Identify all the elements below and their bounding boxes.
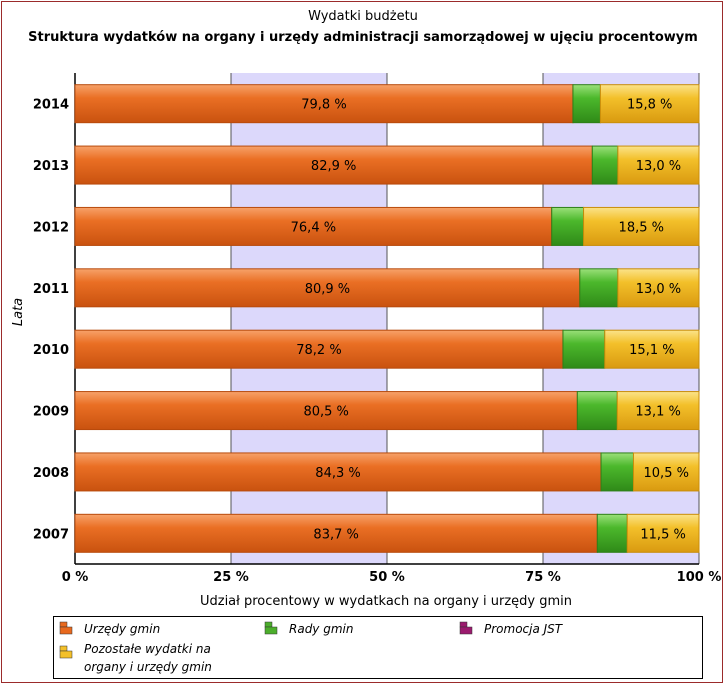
- x-tick-label: 50 %: [369, 570, 405, 585]
- legend-label: Urzędy gmin: [84, 622, 161, 636]
- legend-label: Rady gmin: [289, 622, 354, 636]
- bar-segment: [617, 145, 700, 185]
- legend-swatch: [264, 621, 273, 628]
- stack-icon: [59, 645, 73, 659]
- legend-swatch: [59, 626, 73, 635]
- bar-segment: [572, 84, 601, 124]
- data-label: 13,0 %: [636, 282, 681, 297]
- legend-label: Promocja JST: [484, 622, 563, 636]
- bar-segment: [617, 268, 700, 308]
- bar-segment: [579, 268, 619, 308]
- x-tick-label: 0 %: [62, 570, 89, 585]
- bar-segment: [600, 452, 634, 492]
- chart-title: Wydatki budżetu: [308, 9, 418, 24]
- data-label: 15,1 %: [629, 343, 674, 358]
- bar-segment: [583, 206, 700, 246]
- y-tick-label: 2013: [33, 159, 69, 174]
- y-tick-label: 2011: [33, 282, 69, 297]
- legend-item-pozostale: Pozostałe wydatki na organy i urzędy gmi…: [84, 640, 212, 676]
- legend-swatch: [264, 626, 278, 635]
- data-label: 83,7 %: [313, 527, 358, 542]
- data-label: 80,9 %: [305, 282, 350, 297]
- data-label: 82,9 %: [311, 159, 356, 174]
- x-axis-label: Udział procentowy w wydatkach na organy …: [200, 594, 572, 609]
- legend-item-rady: Rady gmin: [289, 620, 353, 638]
- y-tick-label: 2012: [33, 220, 69, 235]
- legend-label-line2: organy i urzędy gmin: [84, 660, 212, 674]
- data-label: 80,5 %: [303, 405, 348, 420]
- bar-segment: [604, 329, 700, 369]
- y-tick-label: 2010: [33, 343, 69, 358]
- bar-segment: [576, 391, 618, 431]
- bar-segment: [74, 513, 598, 553]
- legend-swatch: [59, 645, 68, 652]
- data-label: 84,3 %: [315, 466, 360, 481]
- bar-segment: [616, 391, 700, 431]
- bar-segment: [591, 145, 619, 185]
- data-label: 78,2 %: [296, 343, 341, 358]
- bar-segment: [562, 329, 606, 369]
- data-label: 11,5 %: [640, 527, 685, 542]
- legend-item-urzedy: Urzędy gmin: [84, 620, 160, 638]
- data-label: 10,5 %: [644, 466, 689, 481]
- y-tick-label: 2014: [33, 98, 69, 113]
- legend-label-line1: Pozostałe wydatki na: [84, 642, 211, 656]
- x-tick-label: 100 %: [677, 570, 722, 585]
- stack-icon: [264, 621, 278, 635]
- data-label: 13,0 %: [636, 159, 681, 174]
- legend-swatch: [459, 621, 468, 628]
- bar-segment: [74, 391, 578, 431]
- legend: Urzędy gmin Rady gmin Promocja JST Pozos…: [53, 616, 703, 679]
- x-tick-label: 25 %: [213, 570, 249, 585]
- y-tick-label: 2008: [33, 466, 69, 481]
- data-label: 79,8 %: [301, 98, 346, 113]
- y-tick-label: 2007: [33, 527, 69, 542]
- bar-segment: [599, 84, 700, 124]
- bar-segment: [74, 84, 574, 124]
- bar-segment: [551, 206, 585, 246]
- data-label: 13,1 %: [635, 405, 680, 420]
- stack-icon: [459, 621, 473, 635]
- legend-swatch: [459, 626, 473, 635]
- y-axis-label: Lata: [11, 298, 26, 326]
- legend-swatch: [59, 621, 68, 628]
- x-tick-label: 75 %: [525, 570, 561, 585]
- bar-segment: [596, 513, 628, 553]
- stack-icon: [59, 621, 73, 635]
- chart-subtitle: Struktura wydatków na organy i urzędy ad…: [28, 30, 698, 45]
- legend-item-promocja: Promocja JST: [484, 620, 562, 638]
- bar-segment: [626, 513, 700, 553]
- data-label: 76,4 %: [291, 220, 336, 235]
- bar-segment: [74, 452, 602, 492]
- data-label: 18,5 %: [619, 220, 664, 235]
- y-tick-label: 2009: [33, 405, 69, 420]
- legend-swatch: [59, 650, 73, 659]
- data-label: 15,8 %: [627, 98, 672, 113]
- bar-segment: [632, 452, 700, 492]
